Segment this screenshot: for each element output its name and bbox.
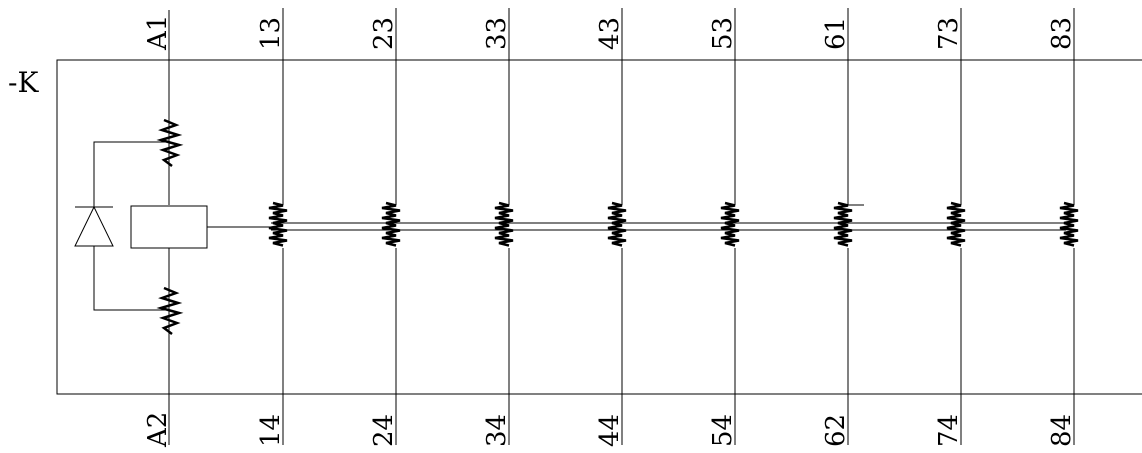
terminal-label-bottom: 54 xyxy=(708,414,738,447)
terminal-label-bottom: 34 xyxy=(482,414,512,447)
terminal-label-top: 13 xyxy=(256,17,286,50)
contact-53-54: 53 54 xyxy=(708,8,740,447)
terminal-label-bottom: 44 xyxy=(595,414,625,447)
coil-terminal-top xyxy=(156,118,184,167)
terminal-label-bottom: 84 xyxy=(1047,414,1077,447)
contact-blade xyxy=(268,201,288,247)
contact-blade xyxy=(1059,201,1079,247)
contact-blade xyxy=(381,201,401,247)
terminal-label-top: 23 xyxy=(369,17,399,50)
contact-33-34: 33 34 xyxy=(482,8,514,447)
coil-terminal-bottom xyxy=(156,286,184,335)
terminal-label-bottom: 14 xyxy=(256,414,286,447)
contact-23-24: 23 24 xyxy=(369,8,401,447)
relay-coil xyxy=(130,205,208,249)
coil-label-a1: A1 xyxy=(143,15,173,51)
contact-blade xyxy=(494,201,514,247)
terminal-label-top: 61 xyxy=(821,17,851,50)
diode-symbol xyxy=(74,205,114,247)
device-tag: -K xyxy=(8,66,39,99)
terminal-label-bottom: 62 xyxy=(821,414,851,447)
terminal-label-top: 73 xyxy=(934,17,964,50)
contact-43-44: 43 44 xyxy=(595,8,627,447)
terminal-label-top: 33 xyxy=(482,17,512,50)
terminal-label-top: 53 xyxy=(708,17,738,50)
terminal-label-top: 83 xyxy=(1047,17,1077,50)
terminal-label-bottom: 24 xyxy=(369,414,399,447)
terminal-label-top: 43 xyxy=(595,17,625,50)
contact-blade xyxy=(720,201,740,247)
contact-blade xyxy=(946,201,966,247)
contact-73-74: 73 74 xyxy=(934,8,966,447)
contacts-group: 13 14 23 24 33 34 43 44 53 54 61 62 73 74 83 84 xyxy=(256,8,1079,447)
contact-61-62: 61 62 xyxy=(821,8,864,447)
contact-13-14: 13 14 xyxy=(256,8,288,447)
terminal-label-bottom: 74 xyxy=(934,414,964,447)
device-outline xyxy=(56,59,1142,395)
coil-group: A1 A2 xyxy=(74,10,271,448)
contact-blade xyxy=(833,201,853,247)
coil-label-a2: A2 xyxy=(143,412,173,448)
contact-83-84: 83 84 xyxy=(1047,8,1079,447)
contact-blade xyxy=(607,201,627,247)
